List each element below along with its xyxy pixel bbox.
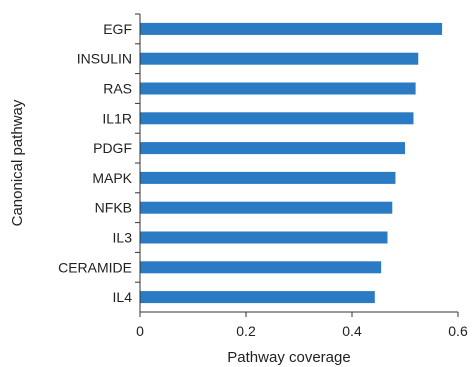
bar-pdgf	[140, 142, 405, 155]
category-label: CERAMIDE	[58, 259, 132, 275]
category-label: IL1R	[102, 110, 132, 126]
category-labels: EGF INSULIN RAS IL1R PDGF MAPK NFKB IL3 CERAMIDE…	[58, 13, 140, 305]
category-label: MAPK	[92, 170, 132, 186]
category-label: NFKB	[95, 200, 132, 216]
category-label: IL4	[113, 289, 133, 305]
bar-il3	[140, 231, 388, 244]
x-axis-title: Pathway coverage	[227, 349, 350, 366]
x-tick-label: 0.6	[448, 323, 468, 339]
bar-egf	[140, 22, 443, 35]
x-tick-label: 0.2	[236, 323, 256, 339]
category-label: IL3	[113, 230, 133, 246]
bar-insulin	[140, 52, 419, 65]
bar-mapk	[140, 171, 396, 184]
category-label: RAS	[103, 81, 132, 97]
bars-group	[140, 22, 443, 304]
category-label: EGF	[103, 21, 132, 37]
category-label: PDGF	[93, 140, 132, 156]
x-tick-label: 0.4	[342, 323, 362, 339]
y-axis-title: Canonical pathway	[9, 99, 26, 226]
x-ticks: 0 0.2 0.4 0.6	[136, 312, 468, 339]
x-tick-label: 0	[136, 323, 144, 339]
bar-il4	[140, 291, 375, 304]
bar-il1r	[140, 112, 414, 125]
bar-ras	[140, 82, 416, 95]
bar-nfkb	[140, 201, 393, 214]
category-label: INSULIN	[77, 51, 132, 67]
bar-ceramide	[140, 261, 382, 274]
